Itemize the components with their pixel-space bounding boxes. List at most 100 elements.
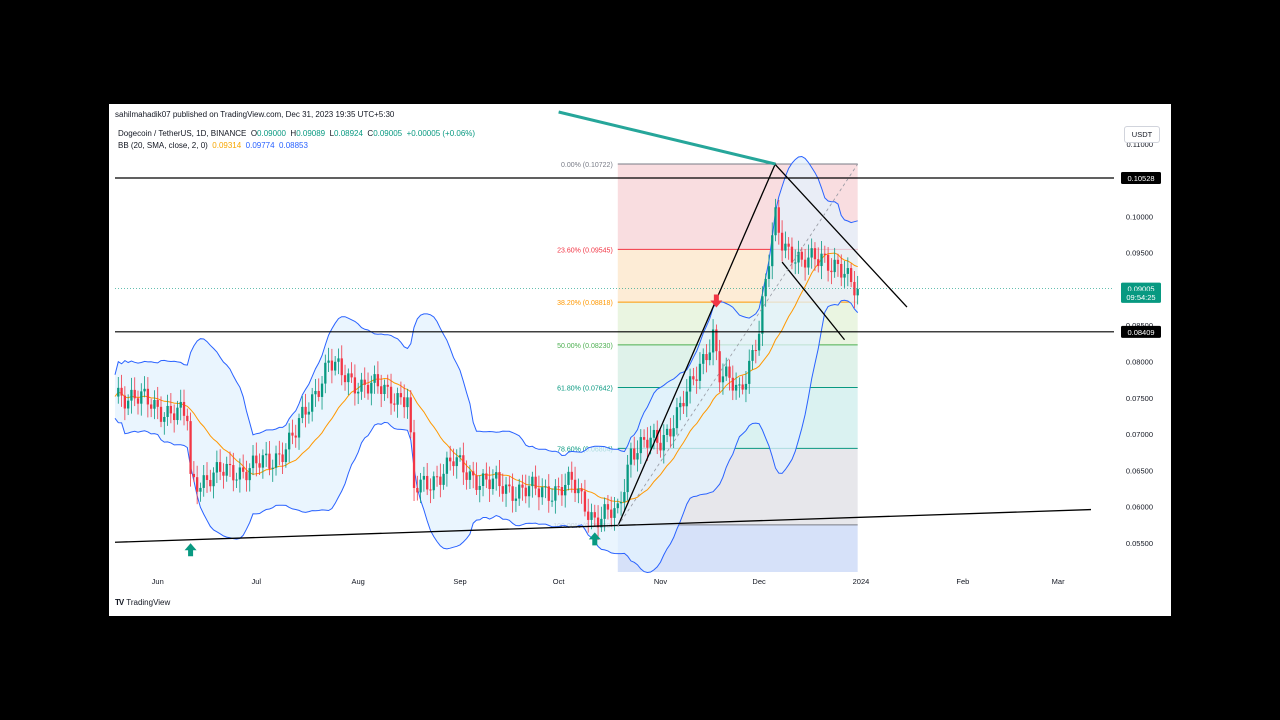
candle-body	[767, 266, 771, 279]
candle-body	[649, 437, 652, 448]
price-label-box-2	[1121, 290, 1161, 303]
candle-body	[403, 397, 406, 408]
candle-body	[741, 384, 744, 390]
candle-body	[606, 504, 610, 510]
candle-body	[251, 455, 255, 469]
candle-body	[830, 270, 833, 273]
candle-body	[774, 207, 777, 236]
tradingview-logo-icon: TV	[115, 598, 124, 607]
candle-body	[780, 232, 784, 251]
candle-body	[383, 384, 386, 394]
teal-ray-line	[558, 110, 776, 166]
publisher-caption: sahilmahadik07 published on TradingView.…	[115, 110, 395, 119]
candle-body	[176, 407, 179, 421]
candle-body	[412, 432, 416, 488]
candle-body	[455, 457, 458, 467]
close-label: C	[367, 129, 374, 138]
candle-body	[692, 376, 695, 380]
candle-body	[508, 484, 511, 487]
candle-body	[126, 400, 130, 409]
candle-body	[610, 509, 613, 518]
price-label-3: 0.08409	[1127, 328, 1154, 337]
candle-body	[173, 413, 176, 421]
candle-body	[521, 484, 524, 488]
candle-body	[613, 508, 616, 518]
price-label-box-0	[1121, 172, 1161, 185]
candle-body	[314, 390, 317, 395]
candle-body	[166, 405, 169, 417]
fib-diagonal-line	[617, 163, 859, 527]
x-tick-label-3: Sep	[453, 577, 466, 586]
change-value: +0.00005 (+0.06%)	[406, 129, 476, 138]
candle-body	[228, 463, 232, 466]
candle-body	[577, 488, 580, 494]
currency-button[interactable]: USDT	[1124, 126, 1160, 143]
candle-body	[570, 471, 573, 480]
candle-body	[501, 486, 504, 494]
candle-body	[324, 362, 327, 384]
candle-body	[366, 384, 370, 394]
candle-body	[725, 366, 728, 377]
tradingview-logo[interactable]: TV TradingView	[115, 598, 170, 607]
open-value: 0.09000	[257, 129, 286, 138]
candle-body	[363, 379, 366, 385]
candle-body	[856, 288, 859, 296]
candle-body	[238, 467, 242, 480]
candle-body	[554, 486, 557, 501]
candle-body	[761, 296, 764, 334]
candle-body	[419, 479, 422, 493]
x-tick-label-9: Mar	[1052, 577, 1065, 586]
price-label-1: 0.09005	[1127, 285, 1154, 294]
trend-line-0	[114, 508, 1092, 543]
fib-level-label-1: 23.60% (0.09545)	[557, 247, 613, 254]
candle-body	[567, 471, 570, 485]
candle-body	[432, 476, 435, 491]
candle-body	[445, 457, 449, 474]
candle-body	[149, 404, 153, 409]
bb-upper-line	[114, 155, 858, 457]
candle-body	[475, 475, 478, 490]
candle-body	[245, 471, 248, 481]
candle-body	[182, 401, 186, 416]
candle-body	[537, 488, 541, 498]
candle-body	[751, 350, 754, 361]
y-tick-label-2: 0.09500	[1126, 249, 1153, 258]
trend-line-3	[781, 261, 846, 341]
candle-body	[518, 484, 521, 499]
price-chart[interactable]: 0.00% (0.10722) 23.60% (0.09545) 38.20% (0…	[109, 104, 1171, 616]
candle-body	[813, 248, 817, 260]
candle-body	[531, 476, 534, 487]
bb-upper-value: 0.09774	[245, 141, 275, 150]
candle-body	[320, 383, 324, 397]
candle-body	[330, 360, 334, 371]
candle-body	[731, 377, 734, 391]
candle-body	[347, 373, 350, 383]
candle-body	[393, 403, 396, 405]
candle-body	[268, 453, 271, 469]
candle-body	[511, 486, 514, 501]
candle-body	[836, 259, 840, 264]
candle-body	[458, 455, 462, 458]
candle-body	[744, 383, 748, 390]
symbol-name[interactable]: Dogecoin / TetherUS, 1D, BINANCE	[118, 129, 247, 138]
candle-body	[416, 487, 419, 493]
candle-body	[541, 487, 544, 498]
candle-body	[202, 475, 205, 488]
candle-body	[820, 253, 823, 267]
x-tick-label-6: Dec	[752, 577, 766, 586]
y-tick-label-0: 0.11000	[1126, 140, 1153, 149]
candle-body	[271, 467, 274, 469]
candle-body	[488, 479, 491, 490]
arrow-up-icon	[184, 543, 197, 557]
candle-body	[662, 434, 665, 451]
candle-body	[340, 358, 343, 376]
candle-body	[708, 352, 711, 361]
candle-body	[212, 472, 215, 487]
candle-body	[659, 442, 662, 451]
candle-body	[777, 207, 780, 233]
candle-body	[153, 400, 156, 409]
bb-label[interactable]: BB (20, SMA, close, 2, 0)	[118, 141, 208, 150]
candle-body	[675, 407, 679, 429]
candle-body	[156, 400, 159, 407]
arrow-up-icon	[588, 532, 601, 546]
